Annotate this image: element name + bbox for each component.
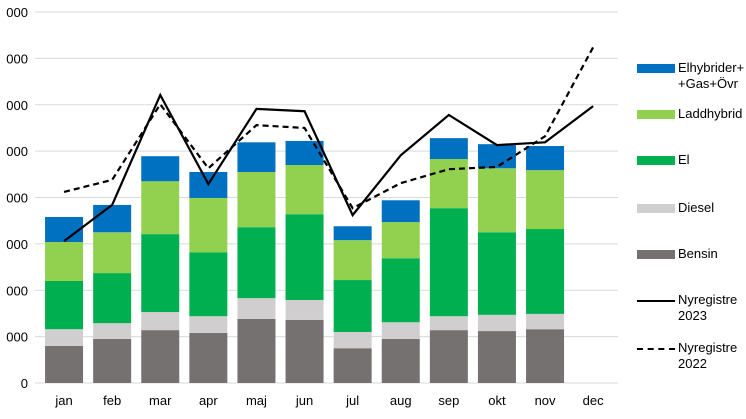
bar-segment-el: [189, 252, 228, 317]
bar-segment-diesel: [526, 313, 565, 330]
bar-segment-diesel: [333, 331, 372, 349]
x-tick-label: sep: [438, 393, 459, 408]
legend-swatch: [637, 204, 675, 214]
bar-segment-diesel: [381, 322, 420, 339]
bar-segment-diesel: [45, 329, 84, 346]
legend-label: Laddhybrid: [678, 106, 743, 121]
y-tick-label: 0: [21, 376, 28, 391]
bar-segment-laddhybrid: [429, 159, 468, 209]
legend-label: Elhybrider+ +Gas+Övr: [678, 60, 745, 91]
bar-segment-elhybrider: [477, 144, 516, 169]
bar-segment-el: [45, 280, 84, 330]
x-tick-label: jul: [345, 393, 359, 408]
bar-segment-diesel: [141, 312, 180, 331]
x-tick-label: maj: [246, 393, 267, 408]
bar-segment-bensin: [477, 331, 516, 383]
bar-segment-bensin: [333, 348, 372, 383]
y-tick-label: 000: [6, 237, 28, 252]
x-tick-label: nov: [535, 393, 556, 408]
bar-segment-laddhybrid: [93, 232, 132, 274]
x-tick-label: jun: [295, 393, 313, 408]
legend-item: Nyregistre 2023: [637, 292, 746, 324]
bar-segment-el: [141, 234, 180, 313]
legend-item: Elhybrider+ +Gas+Övr: [637, 60, 746, 92]
bar-segment-diesel: [237, 298, 276, 320]
bar-segment-laddhybrid: [333, 240, 372, 281]
bar-segment-elhybrider: [526, 146, 565, 171]
bar-segment-laddhybrid: [45, 242, 84, 281]
x-tick-label: dec: [583, 393, 604, 408]
bar-segment-el: [237, 227, 276, 299]
bar-segment-laddhybrid: [141, 181, 180, 235]
bar-segment-bensin: [526, 329, 565, 383]
y-tick-label: 000: [6, 5, 28, 20]
bar-segment-el: [477, 232, 516, 315]
bar-segment-laddhybrid: [477, 168, 516, 233]
bar-segment-bensin: [237, 319, 276, 383]
line-series-2022: [63, 46, 595, 210]
x-tick-label: jan: [54, 393, 72, 408]
bar-segment-diesel: [189, 316, 228, 333]
legend-item: Bensin: [637, 246, 746, 262]
x-tick-label: apr: [199, 393, 218, 408]
bar-segment-diesel: [429, 316, 468, 331]
bar-segment-diesel: [477, 314, 516, 332]
x-tick-label: feb: [103, 393, 121, 408]
line-series-2023: [63, 92, 594, 242]
bar-segment-elhybrider: [237, 142, 276, 172]
bar-segment-bensin: [45, 345, 84, 383]
bar-segment-diesel: [93, 323, 132, 339]
y-tick-label: 000: [6, 144, 28, 159]
bar-segment-diesel: [285, 299, 324, 320]
bar-segment-laddhybrid: [189, 197, 228, 253]
legend-item: Nyregistre 2022: [637, 340, 746, 372]
bar-segment-laddhybrid: [237, 171, 276, 228]
bar-segment-el: [93, 273, 132, 324]
legend-label: Diesel: [678, 200, 715, 215]
y-tick-label: 000: [6, 51, 28, 66]
bar-segment-bensin: [429, 330, 468, 383]
bar-segment-elhybrider: [93, 204, 132, 233]
bar-segment-el: [526, 229, 565, 314]
x-tick-label: okt: [488, 393, 506, 408]
bar-segment-bensin: [189, 332, 228, 383]
bar-segment-elhybrider: [333, 226, 372, 241]
bar-segment-elhybrider: [429, 138, 468, 160]
legend-line-swatch: [637, 299, 675, 302]
bar-segment-elhybrider: [381, 200, 420, 223]
legend-swatch: [637, 110, 675, 120]
legend-swatch: [637, 156, 675, 166]
bar-segment-bensin: [381, 338, 420, 383]
bar-segment-el: [429, 208, 468, 317]
legend-item: Diesel: [637, 200, 746, 216]
y-tick-label: 000: [6, 330, 28, 345]
bar-segment-el: [285, 214, 324, 300]
bar-segment-elhybrider: [141, 156, 180, 182]
legend-label: Nyregistre 2022: [678, 340, 738, 371]
legend-item: El: [637, 152, 746, 168]
bar-segment-bensin: [93, 338, 132, 383]
legend-swatch: [637, 250, 675, 260]
x-tick-label: mar: [149, 393, 172, 408]
legend-line-swatch: [637, 347, 675, 350]
legend-swatch: [637, 64, 675, 74]
bar-segment-laddhybrid: [285, 165, 324, 215]
bar-segment-el: [333, 280, 372, 332]
bar-segment-bensin: [141, 330, 180, 383]
bar-segment-el: [381, 258, 420, 323]
y-tick-label: 000: [6, 191, 28, 206]
bar-segment-bensin: [285, 319, 324, 383]
x-tick-label: aug: [390, 393, 412, 408]
y-tick-label: 000: [6, 283, 28, 298]
legend-label: El: [678, 152, 690, 167]
legend-label: Nyregistre 2023: [678, 292, 738, 323]
bar-segment-laddhybrid: [526, 170, 565, 230]
bar-segment-elhybrider: [45, 216, 84, 243]
legend-item: Laddhybrid: [637, 106, 746, 122]
legend-label: Bensin: [678, 246, 718, 261]
y-tick-label: 000: [6, 98, 28, 113]
bar-segment-elhybrider: [285, 140, 324, 166]
bar-segment-laddhybrid: [381, 222, 420, 259]
